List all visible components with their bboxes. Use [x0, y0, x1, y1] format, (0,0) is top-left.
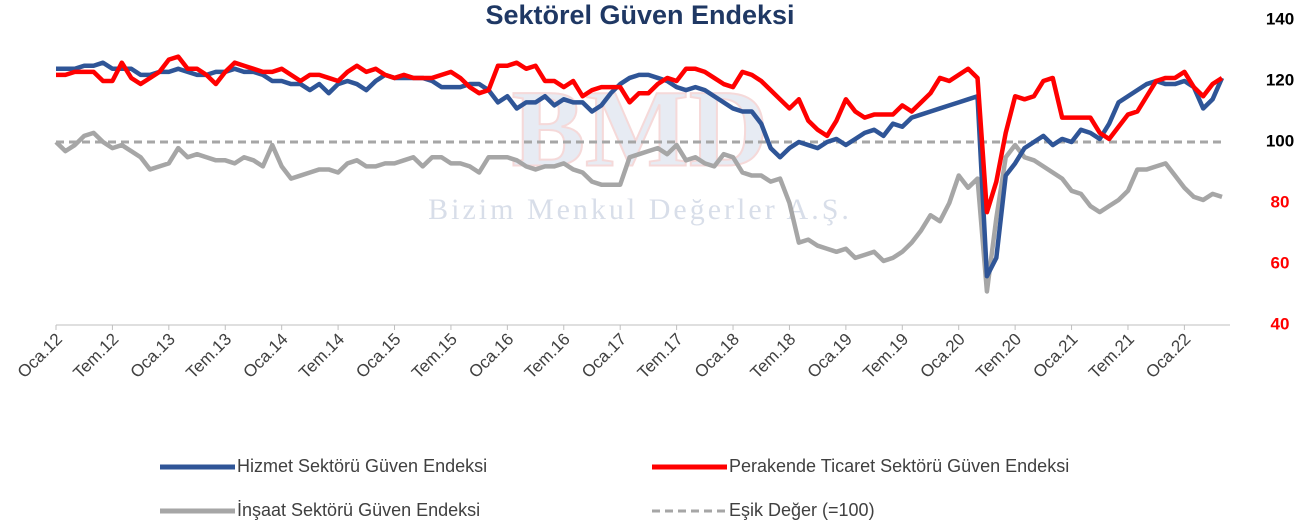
x-tick-label: Tem.14: [295, 330, 348, 383]
series-line: [54, 130, 1223, 294]
x-tick-label: Oca.12: [14, 330, 66, 382]
x-tick-label: Oca.21: [1029, 330, 1081, 382]
x-tick-label: Tem.18: [747, 330, 800, 383]
legend-label: İnşaat Sektörü Güven Endeksi: [237, 500, 480, 520]
chart-title: Sektörel Güven Endeksi: [485, 0, 794, 30]
x-tick-label: Tem.12: [70, 330, 123, 383]
series-line: [56, 54, 1224, 215]
legend-label: Hizmet Sektörü Güven Endeksi: [237, 456, 487, 476]
x-tick-label: Oca.20: [917, 330, 969, 382]
y-tick-label: 40: [1271, 314, 1290, 333]
x-tick-label: Oca.13: [127, 330, 179, 382]
y-tick-label: 80: [1271, 192, 1290, 211]
x-tick-label: Oca.15: [352, 330, 404, 382]
x-tick-label: Tem.19: [859, 330, 912, 383]
x-tick-label: Oca.17: [578, 330, 630, 382]
x-tick-label: Oca.18: [691, 330, 743, 382]
y-tick-label: 120: [1266, 70, 1294, 89]
x-tick-label: Tem.17: [634, 330, 687, 383]
y-tick-label: 60: [1271, 253, 1290, 272]
y-tick-label: 100: [1266, 131, 1294, 150]
x-tick-label: Tem.15: [408, 330, 461, 383]
x-tick-label: Oca.22: [1142, 330, 1194, 382]
x-tick-label: Tem.16: [521, 330, 574, 383]
x-tick-label: Oca.19: [804, 330, 856, 382]
legend-label: Perakende Ticaret Sektörü Güven Endeksi: [729, 456, 1069, 476]
x-tick-label: Tem.21: [1085, 330, 1138, 383]
watermark: Bizim Menkul Değerler A.Ş.: [428, 193, 852, 226]
x-tick-label: Tem.13: [182, 330, 235, 383]
x-tick-label: Oca.14: [239, 330, 291, 382]
y-tick-label: 140: [1266, 9, 1294, 28]
series-line: [56, 60, 1225, 279]
legend-label: Eşik Değer (=100): [729, 500, 875, 520]
x-tick-label: Oca.16: [465, 330, 517, 382]
x-tick-label: Tem.20: [972, 330, 1025, 383]
